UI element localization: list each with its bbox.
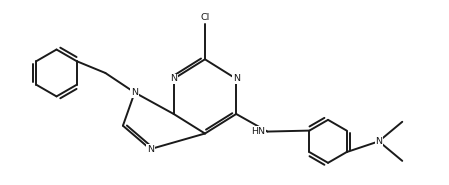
- Text: N: N: [233, 74, 240, 83]
- Text: N: N: [170, 74, 177, 83]
- Text: N: N: [375, 137, 382, 146]
- Text: Cl: Cl: [200, 13, 210, 22]
- Text: HN: HN: [251, 127, 265, 136]
- Text: N: N: [131, 88, 138, 97]
- Text: N: N: [147, 145, 154, 154]
